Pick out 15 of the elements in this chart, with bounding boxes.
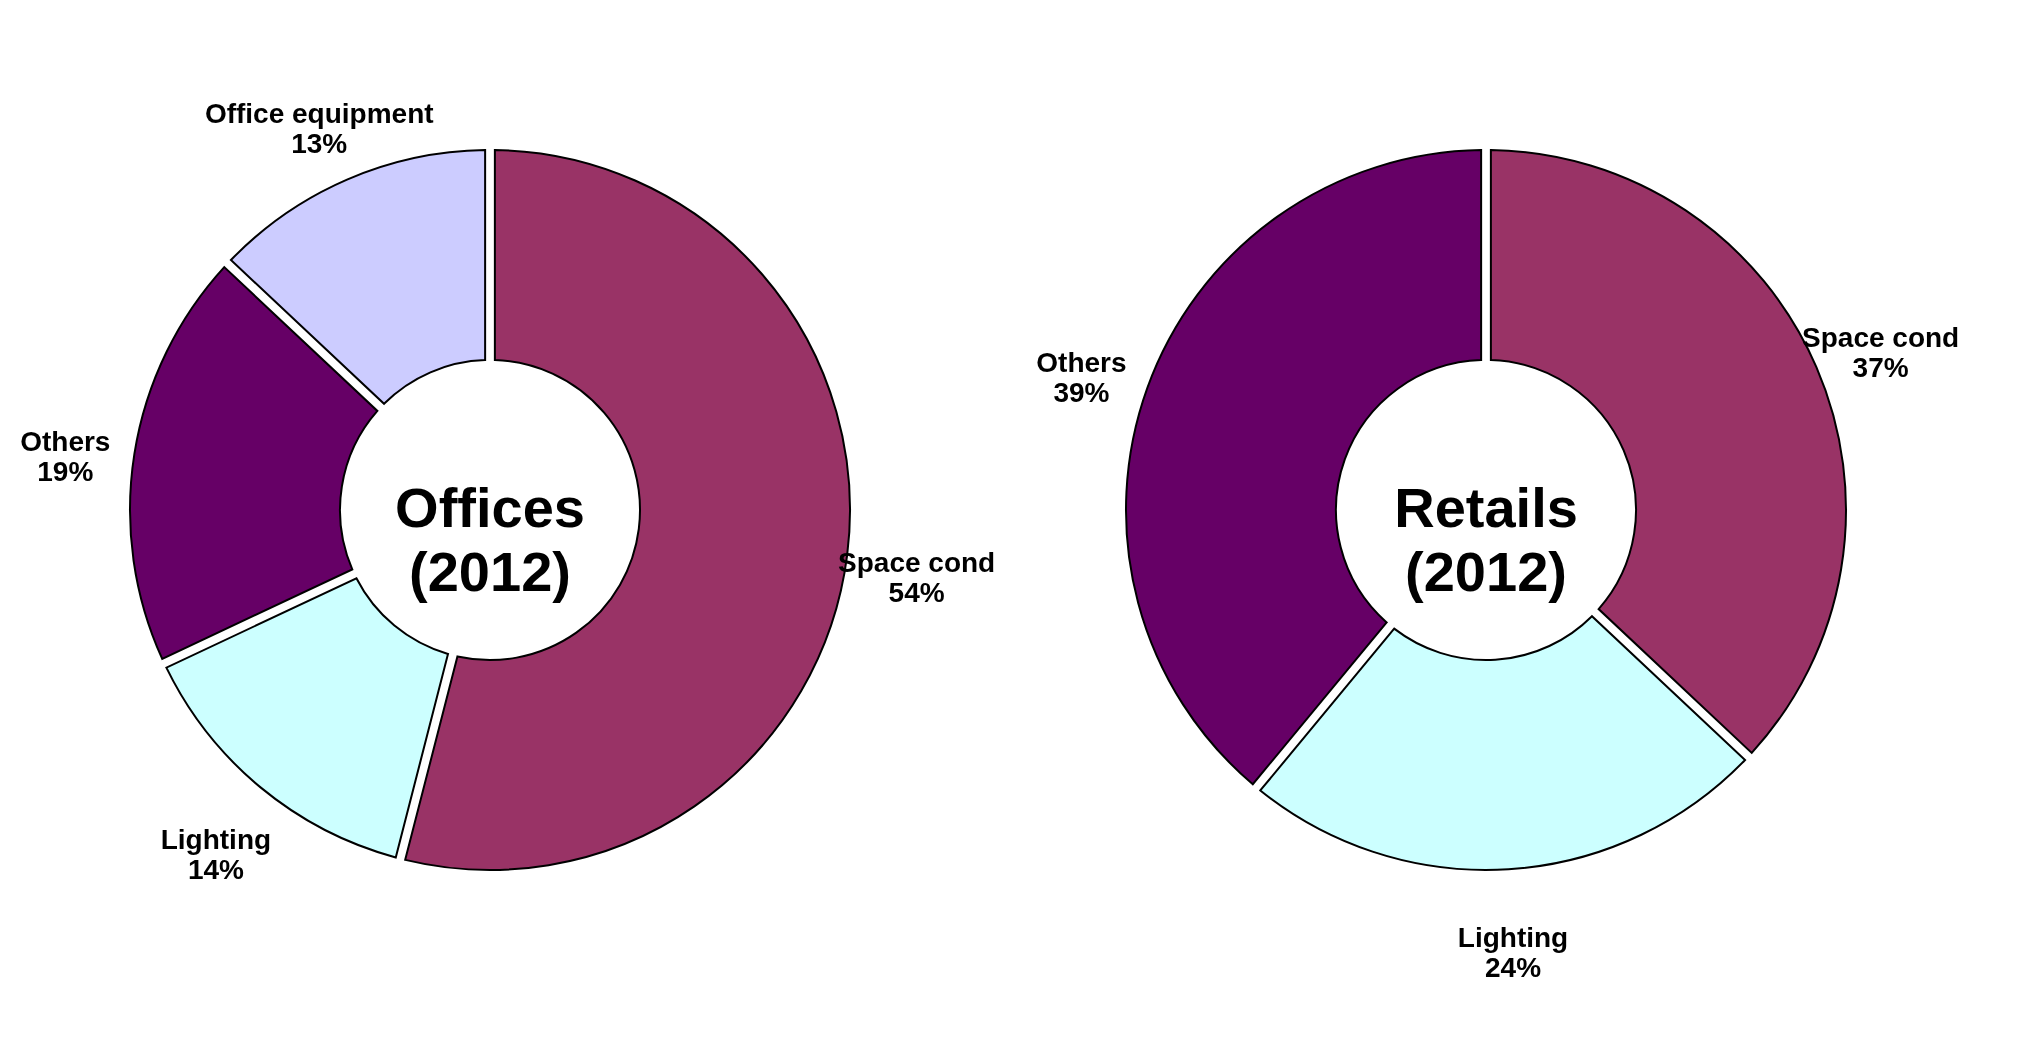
data-label: 14% bbox=[187, 854, 245, 886]
slice-label: Others bbox=[1036, 347, 1127, 379]
data-label: 19% bbox=[37, 455, 94, 487]
text: Offices (2012) bbox=[395, 476, 585, 603]
data-label: 54% bbox=[888, 576, 945, 608]
text: Retails (2012) bbox=[1394, 476, 1578, 603]
slice-label: Space cond bbox=[1802, 322, 1960, 354]
slice-label: Lighting bbox=[1457, 922, 1569, 954]
slice-label: Lighting bbox=[160, 824, 272, 856]
slice-label: Others bbox=[20, 425, 111, 457]
data-label: 39% bbox=[1053, 377, 1110, 409]
data-label: 13% bbox=[291, 128, 348, 160]
slice-label: Office equipment bbox=[204, 98, 434, 130]
data-label: 37% bbox=[1852, 352, 1909, 384]
data-label: 24% bbox=[1484, 952, 1542, 984]
